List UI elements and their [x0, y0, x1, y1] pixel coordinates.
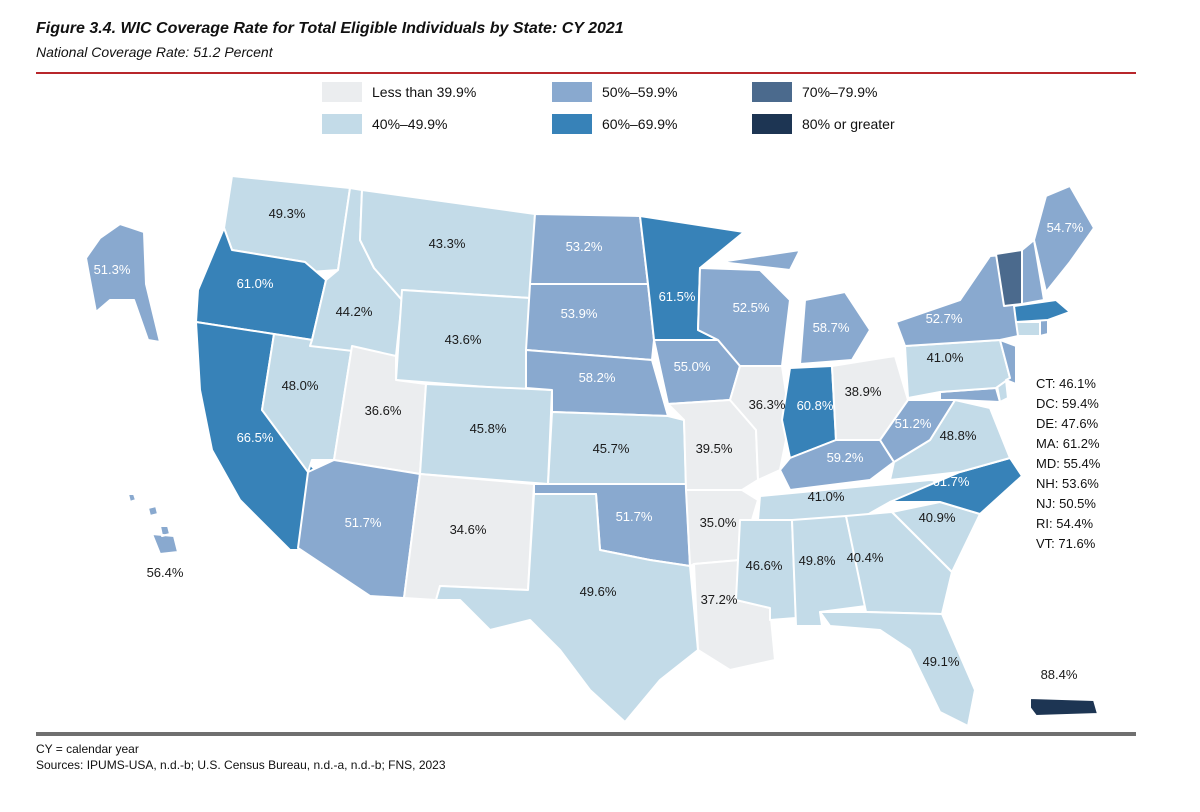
state-me — [1033, 185, 1095, 293]
label-fl: 49.1% — [923, 654, 960, 669]
label-id: 44.2% — [336, 304, 373, 319]
label-nd: 53.2% — [566, 239, 603, 254]
legend-label: 50%–59.9% — [602, 84, 678, 100]
legend-swatch — [322, 82, 362, 102]
legend-swatch — [322, 114, 362, 134]
legend-item-less-than-40: Less than 39.9% — [322, 82, 476, 102]
legend-label: 60%–69.9% — [602, 116, 678, 132]
state-ga — [845, 511, 953, 615]
small-state-nh: NH: 53.6% — [1036, 476, 1099, 491]
label-mn: 61.5% — [659, 289, 696, 304]
legend-swatch — [752, 82, 792, 102]
state-ma — [1013, 299, 1071, 323]
state-tx — [435, 493, 699, 723]
label-pr: 88.4% — [1041, 667, 1078, 682]
legend-swatch — [552, 114, 592, 134]
label-in: 60.8% — [797, 398, 834, 413]
label-ak: 51.3% — [94, 262, 131, 277]
label-ny: 52.7% — [926, 311, 963, 326]
label-al: 49.8% — [799, 553, 836, 568]
label-sd: 53.9% — [561, 306, 598, 321]
label-ut: 36.6% — [365, 403, 402, 418]
legend-label: Less than 39.9% — [372, 84, 477, 100]
small-states-list: CT: 46.1% DC: 59.4% DE: 47.6% MA: 61.2% … — [1036, 374, 1100, 554]
legend-item-60s: 60%–69.9% — [552, 114, 678, 134]
top-divider — [36, 72, 1136, 74]
label-ms: 46.6% — [746, 558, 783, 573]
state-nh — [1021, 239, 1045, 305]
label-mt: 43.3% — [429, 236, 466, 251]
label-wa: 49.3% — [269, 206, 306, 221]
label-ks: 45.7% — [593, 441, 630, 456]
legend-label: 40%–49.9% — [372, 116, 448, 132]
figure-title: Figure 3.4. WIC Coverage Rate for Total … — [36, 20, 624, 37]
label-co: 45.8% — [470, 421, 507, 436]
legend-label: 70%–79.9% — [802, 84, 878, 100]
small-state-md: MD: 55.4% — [1036, 456, 1101, 471]
label-wv: 51.2% — [895, 416, 932, 431]
state-ak — [85, 223, 161, 343]
footnote-sources: Sources: IPUMS-USA, n.d.-b; U.S. Census … — [36, 758, 446, 772]
label-mo: 39.5% — [696, 441, 733, 456]
figure-subtitle: National Coverage Rate: 51.2 Percent — [36, 44, 273, 60]
label-va: 48.8% — [940, 428, 977, 443]
label-wy: 43.6% — [445, 332, 482, 347]
label-oh: 38.9% — [845, 384, 882, 399]
label-pa: 41.0% — [927, 350, 964, 365]
label-il: 36.3% — [749, 397, 786, 412]
label-ia: 55.0% — [674, 359, 711, 374]
state-ri — [1039, 319, 1049, 337]
label-mi: 58.7% — [813, 320, 850, 335]
state-ky — [779, 439, 895, 491]
label-nv: 48.0% — [282, 378, 319, 393]
label-hi: 56.4% — [147, 565, 184, 580]
small-state-nj: NJ: 50.5% — [1036, 496, 1096, 511]
small-state-ri: RI: 54.4% — [1036, 516, 1094, 531]
legend-label: 80% or greater — [802, 116, 895, 132]
label-or: 61.0% — [237, 276, 274, 291]
label-ca: 66.5% — [237, 430, 274, 445]
state-il — [729, 365, 791, 481]
label-tn: 41.0% — [808, 489, 845, 504]
bottom-divider — [36, 732, 1136, 736]
label-az: 51.7% — [345, 515, 382, 530]
state-nm — [403, 473, 535, 601]
legend-item-50s: 50%–59.9% — [552, 82, 678, 102]
label-nc: 61.7% — [933, 474, 970, 489]
legend-item-40s: 40%–49.9% — [322, 114, 448, 134]
small-state-de: DE: 47.6% — [1036, 416, 1099, 431]
small-state-dc: DC: 59.4% — [1036, 396, 1099, 411]
small-state-vt: VT: 71.6% — [1036, 536, 1096, 551]
label-nm: 34.6% — [450, 522, 487, 537]
state-pr — [1029, 697, 1099, 717]
label-me: 54.7% — [1047, 220, 1084, 235]
state-ct — [1015, 321, 1041, 337]
legend-item-80-plus: 80% or greater — [752, 114, 895, 134]
label-tx: 49.6% — [580, 584, 617, 599]
footnote-abbreviation: CY = calendar year — [36, 742, 139, 756]
state-mi — [719, 249, 871, 365]
small-state-ct: CT: 46.1% — [1036, 376, 1096, 391]
label-ne: 58.2% — [579, 370, 616, 385]
state-hi — [127, 493, 179, 555]
label-ga: 40.4% — [847, 550, 884, 565]
state-sd — [525, 283, 655, 361]
legend-swatch — [752, 114, 792, 134]
label-ky: 59.2% — [827, 450, 864, 465]
label-ar: 35.0% — [700, 515, 737, 530]
small-state-ma: MA: 61.2% — [1036, 436, 1100, 451]
legend-item-70s: 70%–79.9% — [752, 82, 878, 102]
label-wi: 52.5% — [733, 300, 770, 315]
legend-swatch — [552, 82, 592, 102]
label-sc: 40.9% — [919, 510, 956, 525]
state-fl — [819, 611, 976, 727]
label-ok: 51.7% — [616, 509, 653, 524]
label-la: 37.2% — [701, 592, 738, 607]
state-nj — [999, 339, 1017, 385]
